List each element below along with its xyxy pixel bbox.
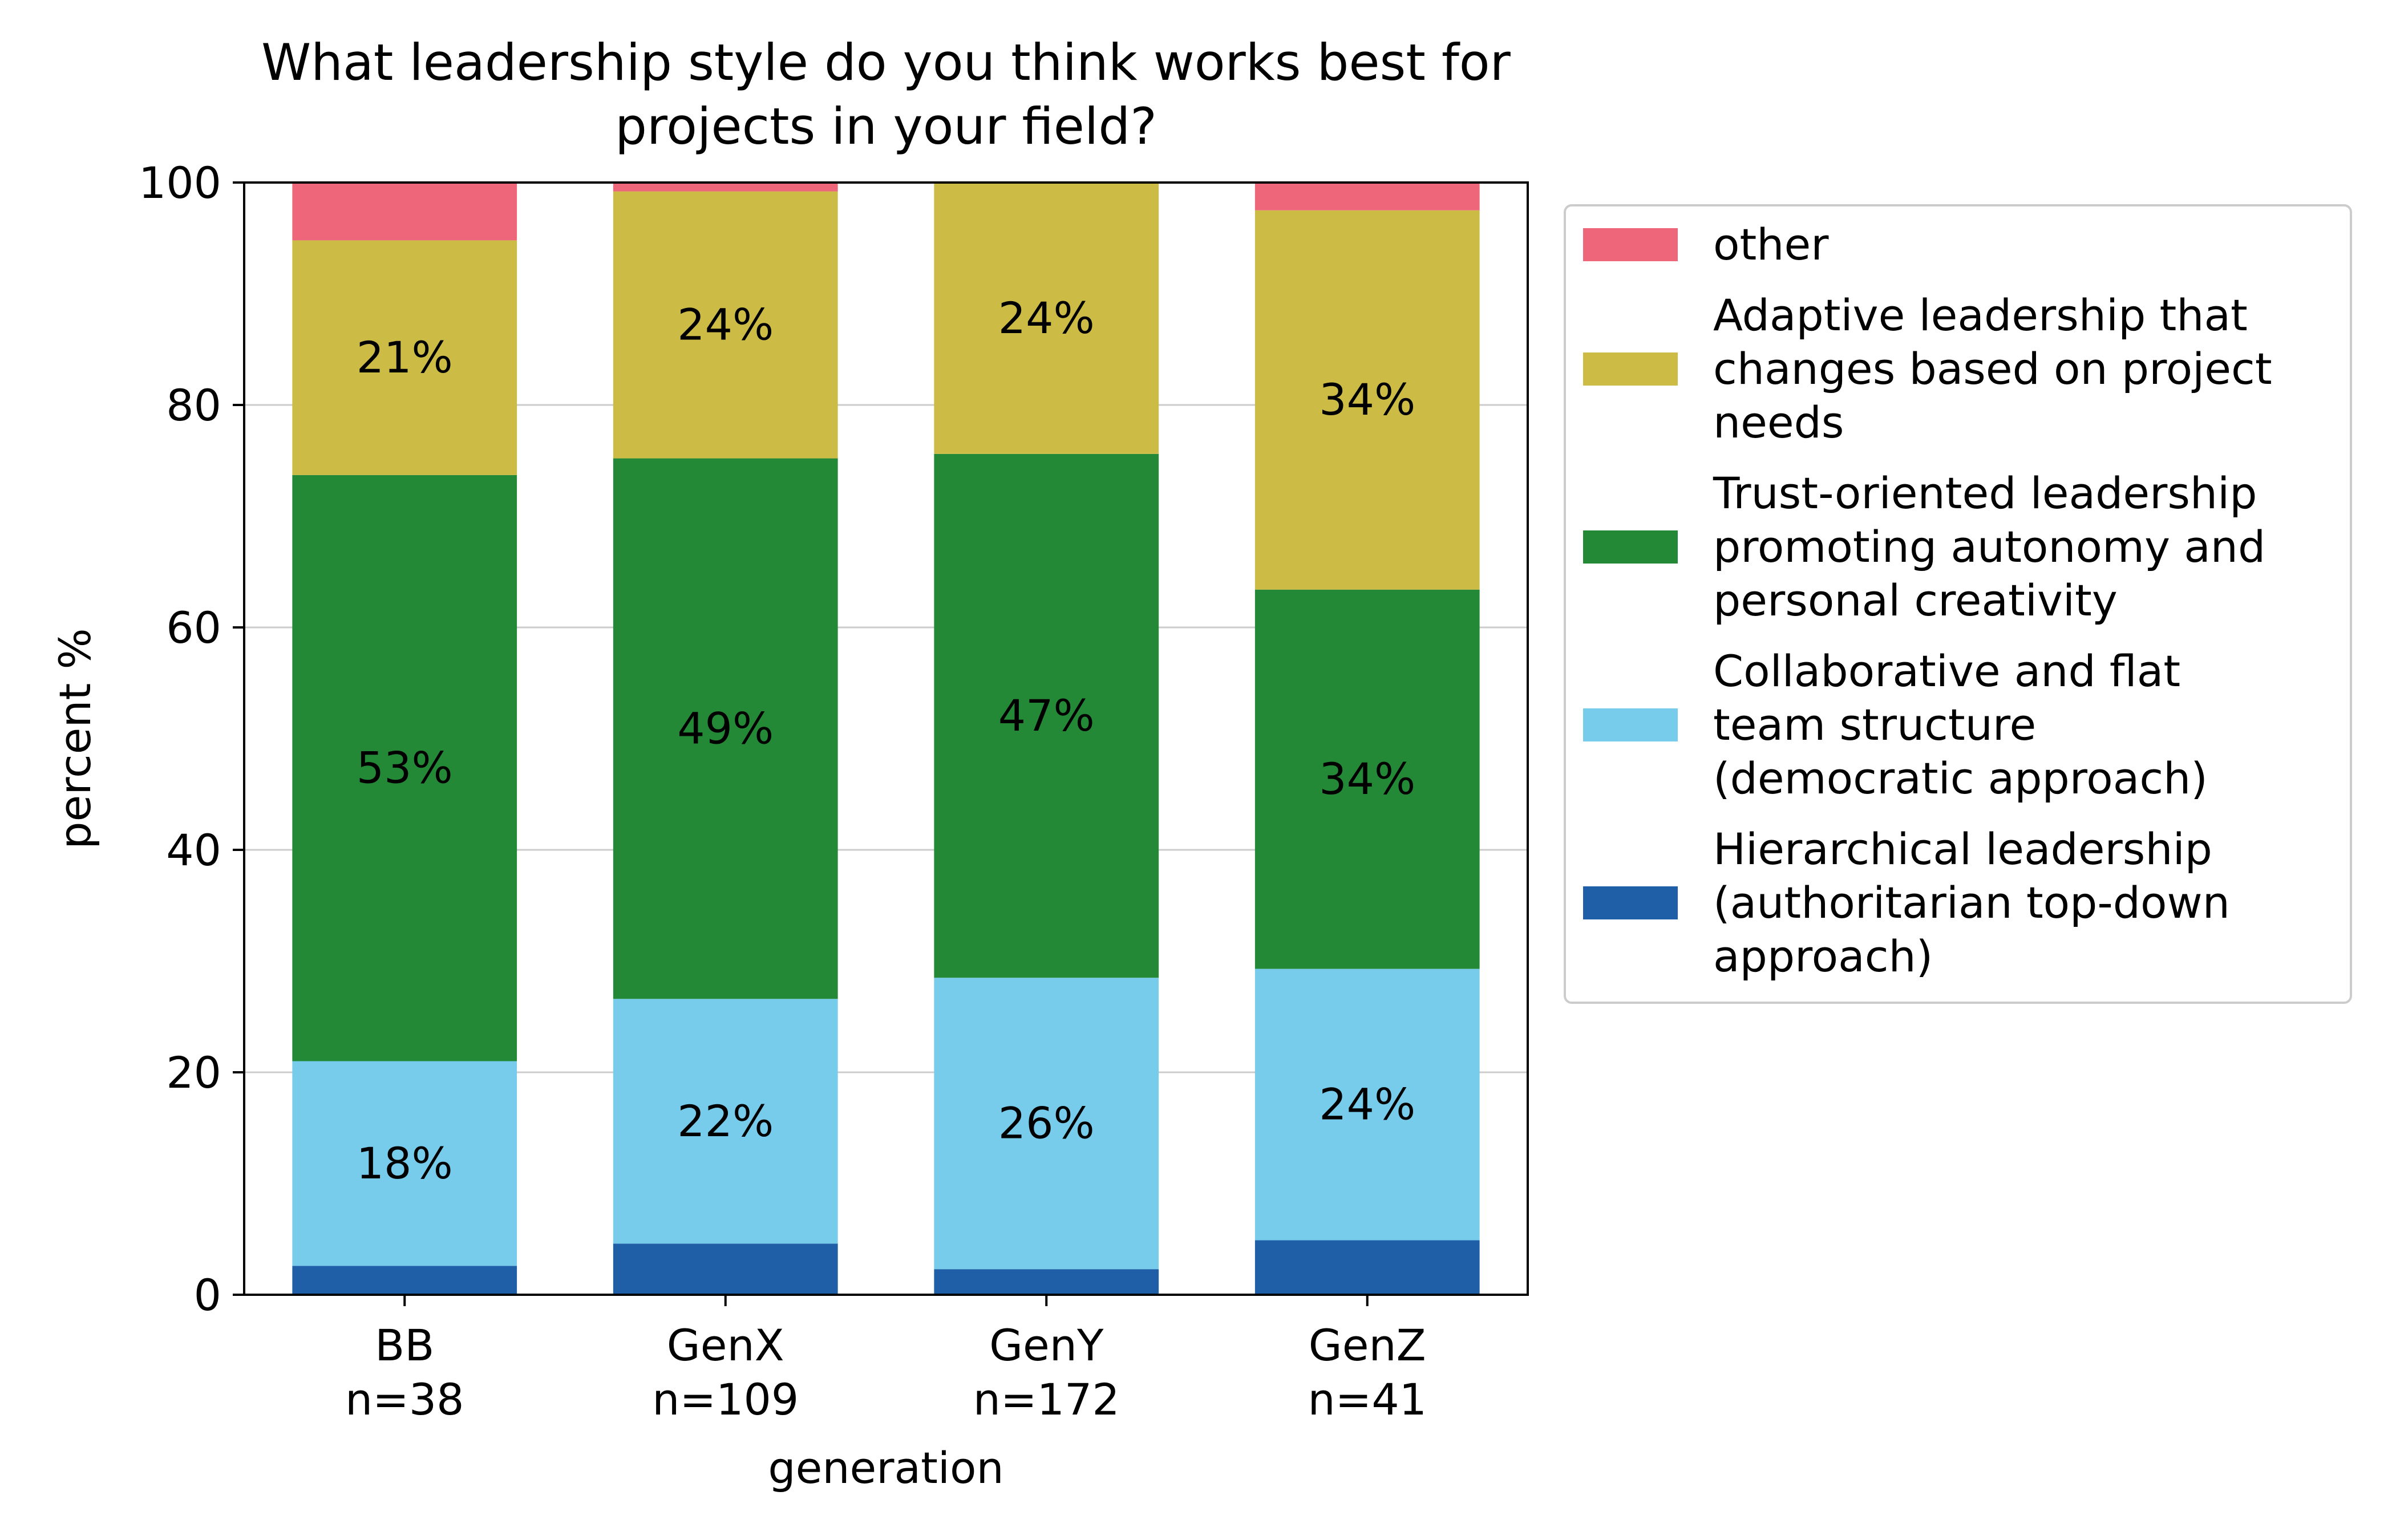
bar-segment <box>292 183 517 241</box>
legend-label: Adaptive leadership that <box>1713 290 2248 341</box>
bar-segment <box>613 1243 838 1295</box>
bar-segment <box>292 240 517 475</box>
bar-segment <box>1254 968 1480 1241</box>
legend-label: Trust-oriented leadership <box>1713 468 2257 518</box>
legend-frame <box>1564 204 2352 1004</box>
y-tick-label: 80 <box>166 380 221 431</box>
x-tick-label: BB <box>375 1320 434 1371</box>
bar-segment <box>934 183 1159 454</box>
bar-segment <box>613 458 838 999</box>
legend-swatch <box>1583 352 1678 386</box>
bar-segment <box>1254 210 1480 590</box>
bar-segment <box>934 453 1159 978</box>
legend-label: Collaborative and flat <box>1713 646 2180 696</box>
data-label: 18% <box>357 1138 453 1189</box>
legend-label: personal creativity <box>1713 575 2118 626</box>
data-label: 22% <box>677 1096 774 1146</box>
bar-segment <box>613 191 838 459</box>
data-label: 24% <box>677 299 774 350</box>
y-tick-label: 20 <box>166 1047 221 1098</box>
plot-frame <box>243 181 1529 1296</box>
y-tick-label: 60 <box>166 602 221 653</box>
chart-title-line: projects in your field? <box>615 97 1157 156</box>
bar-segment <box>613 183 838 192</box>
bar-segment <box>292 475 517 1061</box>
x-tick-sample-size: n=109 <box>652 1374 799 1425</box>
data-label: 34% <box>1319 753 1415 804</box>
legend-swatch <box>1583 530 1678 564</box>
bar-segment <box>934 1269 1159 1295</box>
y-axis-label: percent % <box>50 628 100 849</box>
data-label: 49% <box>677 703 774 753</box>
y-axis: 0 20 40 60 80 100 percent % <box>50 157 244 1320</box>
x-axis-label: generation <box>768 1442 1003 1493</box>
data-label: 24% <box>998 293 1095 343</box>
x-tick-label: GenZ <box>1309 1320 1426 1371</box>
bar-segment <box>292 1061 517 1266</box>
bar-segment <box>292 1266 517 1295</box>
x-tick-sample-size: n=41 <box>1308 1374 1427 1425</box>
legend-label: promoting autonomy and <box>1713 521 2265 572</box>
x-tick-label: GenY <box>989 1320 1104 1371</box>
x-tick-label: GenX <box>667 1320 784 1371</box>
data-label: 21% <box>357 332 453 383</box>
data-label: 47% <box>998 690 1095 741</box>
legend-swatch <box>1583 886 1678 919</box>
x-tick-sample-size: n=172 <box>973 1374 1120 1425</box>
bar-segment <box>1254 183 1480 210</box>
legend-label: (authoritarian top-down <box>1713 877 2230 928</box>
data-label: 26% <box>998 1098 1095 1149</box>
data-label: 24% <box>1319 1079 1415 1130</box>
bar-segment <box>1254 1240 1480 1295</box>
legend-label: Hierarchical leadership <box>1713 824 2212 874</box>
x-tick-sample-size: n=38 <box>345 1374 464 1425</box>
legend-label: (democratic approach) <box>1713 753 2208 804</box>
legend-swatch <box>1583 228 1678 261</box>
legend-label: approach) <box>1713 931 1933 982</box>
bar-segment <box>934 978 1159 1270</box>
data-label: 34% <box>1319 374 1415 425</box>
y-tick-label: 40 <box>166 825 221 876</box>
data-label: 53% <box>357 743 453 793</box>
legend-label: needs <box>1713 397 1844 448</box>
bars <box>292 183 1480 1295</box>
chart-title: What leadership style do you think works… <box>261 33 1511 156</box>
y-tick-label: 100 <box>139 157 221 208</box>
bar-segment <box>1254 589 1480 969</box>
data-labels: 18% 53% 21% 22% 49% 24% 26% 47% 24% 24% 34% 34% <box>357 293 1415 1189</box>
legend-label: other <box>1713 219 1829 270</box>
legend-swatch <box>1583 708 1678 741</box>
y-tick-label: 0 <box>194 1270 221 1320</box>
legend-label: team structure <box>1713 699 2036 750</box>
chart-title-line: What leadership style do you think works… <box>261 33 1511 92</box>
bar-segment <box>613 999 838 1244</box>
legend-label: changes based on project <box>1713 343 2272 394</box>
